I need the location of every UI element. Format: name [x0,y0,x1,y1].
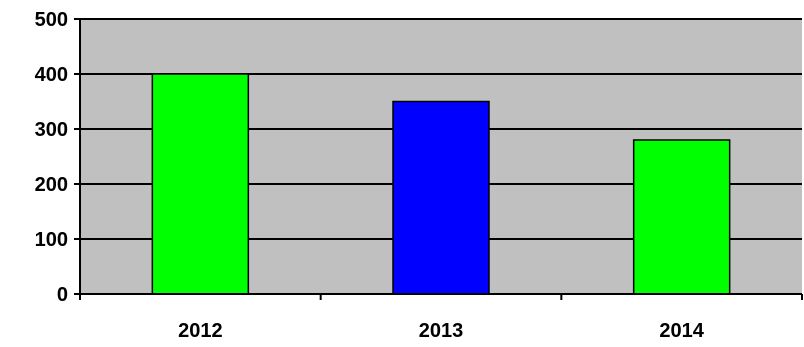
bar-2013 [392,100,490,295]
axes [74,18,803,300]
y-tick-label-300: 300 [35,119,68,141]
bar-2012 [151,73,250,295]
y-tick-labels: 0 100 200 300 400 500 [35,9,68,306]
y-tick-label-500: 500 [35,9,68,31]
x-tick-labels: 2012 2013 2014 [178,320,705,342]
x-tick-label-2013: 2013 [419,320,464,342]
y-tick-label-0: 0 [57,284,68,306]
x-tick-label-2014: 2014 [659,320,704,342]
y-tick-label-100: 100 [35,229,68,251]
bar-2014 [632,139,731,295]
x-tick-label-2012: 2012 [178,320,223,342]
bars [151,73,731,295]
y-tick-label-400: 400 [35,64,68,86]
y-tick-label-200: 200 [35,174,68,196]
